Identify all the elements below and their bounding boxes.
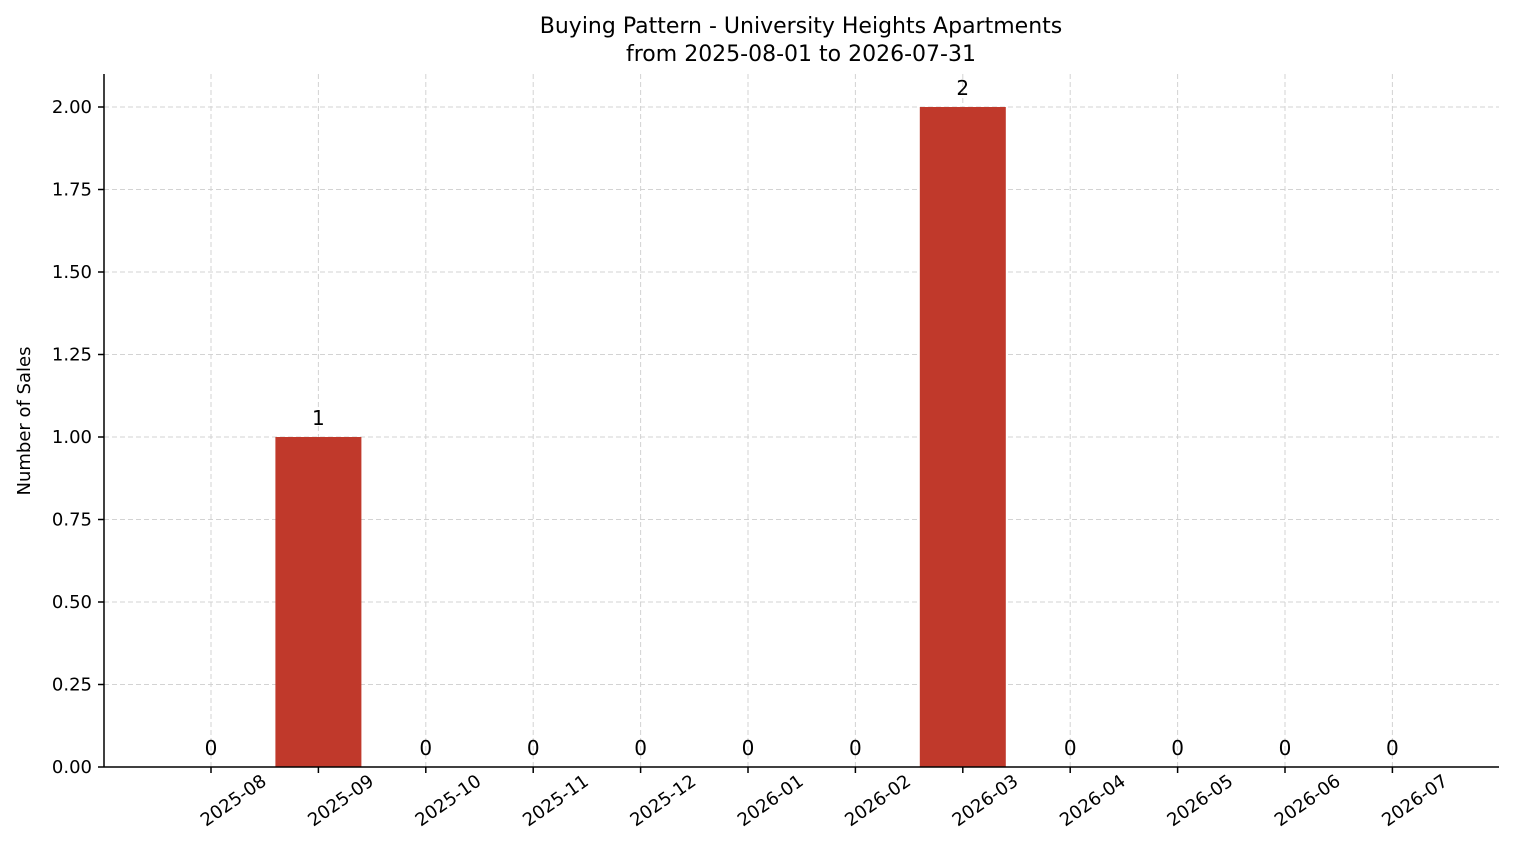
x-tick-label: 2026-07 (1378, 771, 1452, 831)
x-tick-label: 2026-03 (949, 771, 1023, 831)
data-label: 0 (1064, 736, 1077, 760)
x-tick-label: 2025-12 (626, 771, 700, 831)
y-tick-label: 1.50 (52, 262, 92, 283)
data-label: 0 (849, 736, 862, 760)
y-axis-label: Number of Sales (14, 346, 35, 495)
chart-subtitle: from 2025-08-01 to 2026-07-31 (626, 42, 976, 67)
y-tick-label: 0.75 (52, 510, 92, 531)
y-tick-label: 0.00 (52, 757, 92, 778)
y-tick-label: 1.25 (52, 345, 92, 366)
grid-layer (104, 74, 1499, 768)
y-tick-label: 1.00 (52, 427, 92, 448)
x-tick-label: 2026-01 (734, 771, 808, 831)
x-tick-label: 2025-08 (197, 771, 271, 831)
y-tick-label: 0.50 (52, 592, 92, 613)
x-tick-label: 2026-05 (1163, 771, 1237, 831)
data-label: 2 (956, 76, 969, 100)
x-tick-label: 2025-09 (304, 771, 378, 831)
x-tick-label: 2026-04 (1056, 771, 1130, 831)
x-tick-label: 2025-10 (412, 771, 486, 831)
data-label: 0 (742, 736, 755, 760)
data-label: 0 (1171, 736, 1184, 760)
data-label: 0 (419, 736, 432, 760)
data-label: 0 (527, 736, 540, 760)
x-tick-label: 2026-06 (1271, 771, 1345, 831)
x-tick-label: 2026-02 (841, 771, 915, 831)
y-tick-label: 0.25 (52, 675, 92, 696)
bar-2026-03 (919, 107, 1006, 767)
chart-title: Buying Pattern - University Heights Apar… (540, 14, 1062, 39)
y-tick-label: 1.75 (52, 180, 92, 201)
bar-2025-09 (275, 437, 362, 767)
x-tick-label: 2025-11 (519, 771, 593, 831)
data-label: 0 (205, 736, 218, 760)
data-label: 0 (634, 736, 647, 760)
data-label-layer: 0 1 0 0 0 0 0 2 0 0 0 0 (205, 76, 1399, 760)
data-label: 0 (1279, 736, 1292, 760)
y-tick-label: 2.00 (52, 97, 92, 118)
bar-layer (275, 107, 1006, 767)
data-label: 0 (1386, 736, 1399, 760)
axis-layer: 0.00 0.25 0.50 0.75 1.00 1.25 1.50 1.75 2.00 2025… (52, 74, 1499, 831)
data-label: 1 (312, 406, 325, 430)
